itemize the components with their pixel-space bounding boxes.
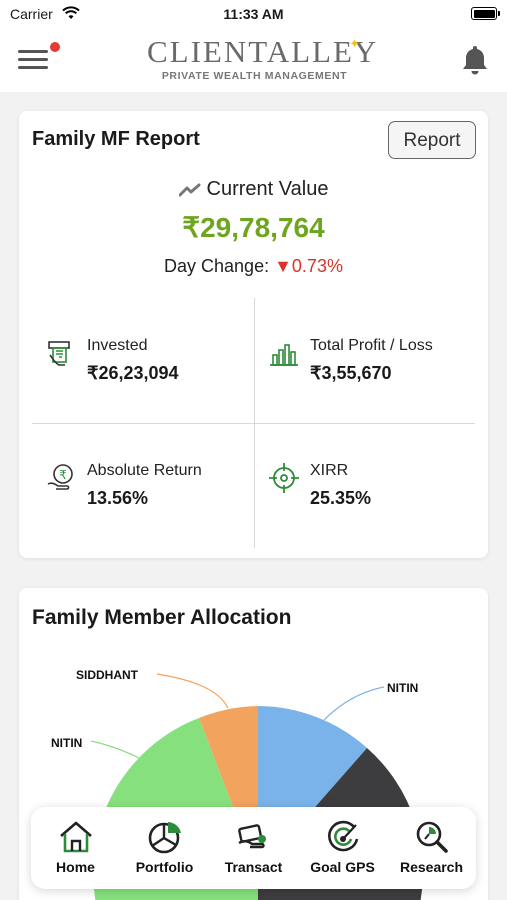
nav-transact[interactable]: Transact [209, 807, 298, 889]
nav-label: Transact [224, 859, 283, 875]
nav-goal-gps[interactable]: Goal GPS [298, 807, 387, 889]
pie-label-nitin-right: NITIN [387, 681, 419, 695]
stat-label: XIRR [310, 462, 349, 479]
app-logo: CLIENTALLEY PRIVATE WEALTH MANAGEMENT ✦ [147, 34, 379, 84]
stat-label: Invested [87, 337, 148, 354]
bar-chart-icon [270, 344, 298, 366]
logo-main-text: CLIENTALLEY [147, 34, 379, 69]
day-change-value: ▼0.73% [274, 256, 343, 276]
goal-gps-icon [328, 820, 359, 852]
battery-icon [471, 7, 500, 20]
stat-label: Absolute Return [87, 462, 202, 479]
home-icon [60, 821, 92, 853]
leader-line-siddhant [156, 673, 229, 709]
invested-icon [48, 341, 70, 366]
stat-label: Total Profit / Loss [310, 337, 433, 354]
card-title: Family Member Allocation [32, 606, 292, 629]
nav-label: Research [399, 859, 464, 875]
nav-label: Portfolio [135, 859, 194, 875]
notification-dot [50, 42, 60, 52]
pie-label-siddhant: SIDDHANT [76, 668, 138, 682]
logo-star-icon: ✦ [349, 36, 360, 51]
carrier-label: Carrier [10, 6, 53, 22]
nav-label: Home [56, 859, 95, 875]
day-change-row: Day Change: ▼0.73% [19, 256, 488, 277]
clock: 11:33 AM [223, 6, 284, 22]
leader-line-nitin-right [323, 686, 385, 721]
nav-label: Goal GPS [310, 859, 375, 875]
nav-research[interactable]: Research [387, 807, 476, 889]
transact-icon [238, 824, 266, 849]
stat-value: 13.56% [87, 488, 149, 508]
day-change-label: Day Change: [164, 256, 270, 276]
stat-value: ₹26,23,094 [87, 363, 179, 383]
status-bar: Carrier 11:33 AM [0, 0, 507, 28]
stat-value: 25.35% [310, 488, 372, 508]
divider-horizontal [32, 423, 475, 424]
current-value-label: Current Value [206, 178, 329, 200]
card-title: Family MF Report [32, 128, 200, 150]
stat-value: ₹3,55,670 [310, 363, 392, 383]
rupee-hand-icon: ₹ [47, 464, 73, 490]
pie-label-nitin-left: NITIN [51, 736, 83, 750]
bell-icon[interactable] [461, 44, 489, 76]
nav-home[interactable]: Home [31, 807, 120, 889]
app-header: CLIENTALLEY PRIVATE WEALTH MANAGEMENT ✦ [0, 28, 507, 92]
bottom-navigation: Home Portfolio Transact Goal GPS [31, 807, 476, 889]
current-value-amount: ₹29,78,764 [182, 212, 325, 243]
wifi-icon [62, 6, 80, 19]
portfolio-icon [148, 822, 181, 854]
nav-portfolio[interactable]: Portfolio [120, 807, 209, 889]
logo-tagline: PRIVATE WEALTH MANAGEMENT [161, 70, 348, 82]
current-value-row: Current Value [19, 178, 488, 201]
report-button[interactable]: Report [388, 121, 476, 159]
trend-icon [178, 183, 201, 197]
target-icon [269, 463, 299, 493]
leader-line-nitin-left [90, 740, 140, 759]
research-icon [416, 821, 448, 853]
menu-button[interactable] [16, 42, 60, 76]
family-mf-report-card: Family MF Report Report Current Value ₹2… [19, 111, 488, 558]
svg-text:₹: ₹ [59, 468, 67, 482]
